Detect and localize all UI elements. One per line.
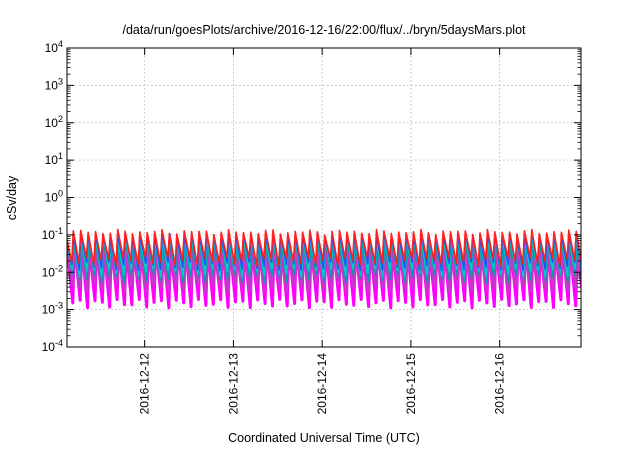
series-group	[67, 228, 581, 310]
y-tick-label: 10-1	[42, 226, 63, 242]
x-axis-label: Coordinated Universal Time (UTC)	[228, 431, 420, 445]
y-tick-label: 102	[45, 114, 63, 130]
x-tick-label: 2016-12-14	[315, 353, 329, 415]
y-tick-label: 104	[45, 39, 63, 55]
series-line	[67, 228, 581, 267]
y-tick-label: 10-4	[42, 338, 63, 354]
y-tick-label: 101	[45, 151, 63, 167]
x-tick-label: 2016-12-15	[404, 353, 418, 415]
y-axis-label: cSv/day	[5, 175, 19, 220]
chart-title: /data/run/goesPlots/archive/2016-12-16/2…	[122, 23, 526, 37]
x-tick-label: 2016-12-12	[138, 353, 152, 415]
ticks	[67, 47, 581, 348]
y-tick-label: 100	[45, 189, 63, 205]
tick-labels: 10-4 10-3 10-2 10-1 100 101 102 103 104 2016-12-1…	[42, 39, 507, 414]
y-tick-label: 103	[45, 76, 63, 92]
y-tick-label: 10-2	[42, 263, 63, 279]
y-tick-label: 10-3	[42, 301, 63, 317]
x-tick-label: 2016-12-13	[226, 353, 240, 415]
x-tick-label: 2016-12-16	[493, 353, 507, 415]
